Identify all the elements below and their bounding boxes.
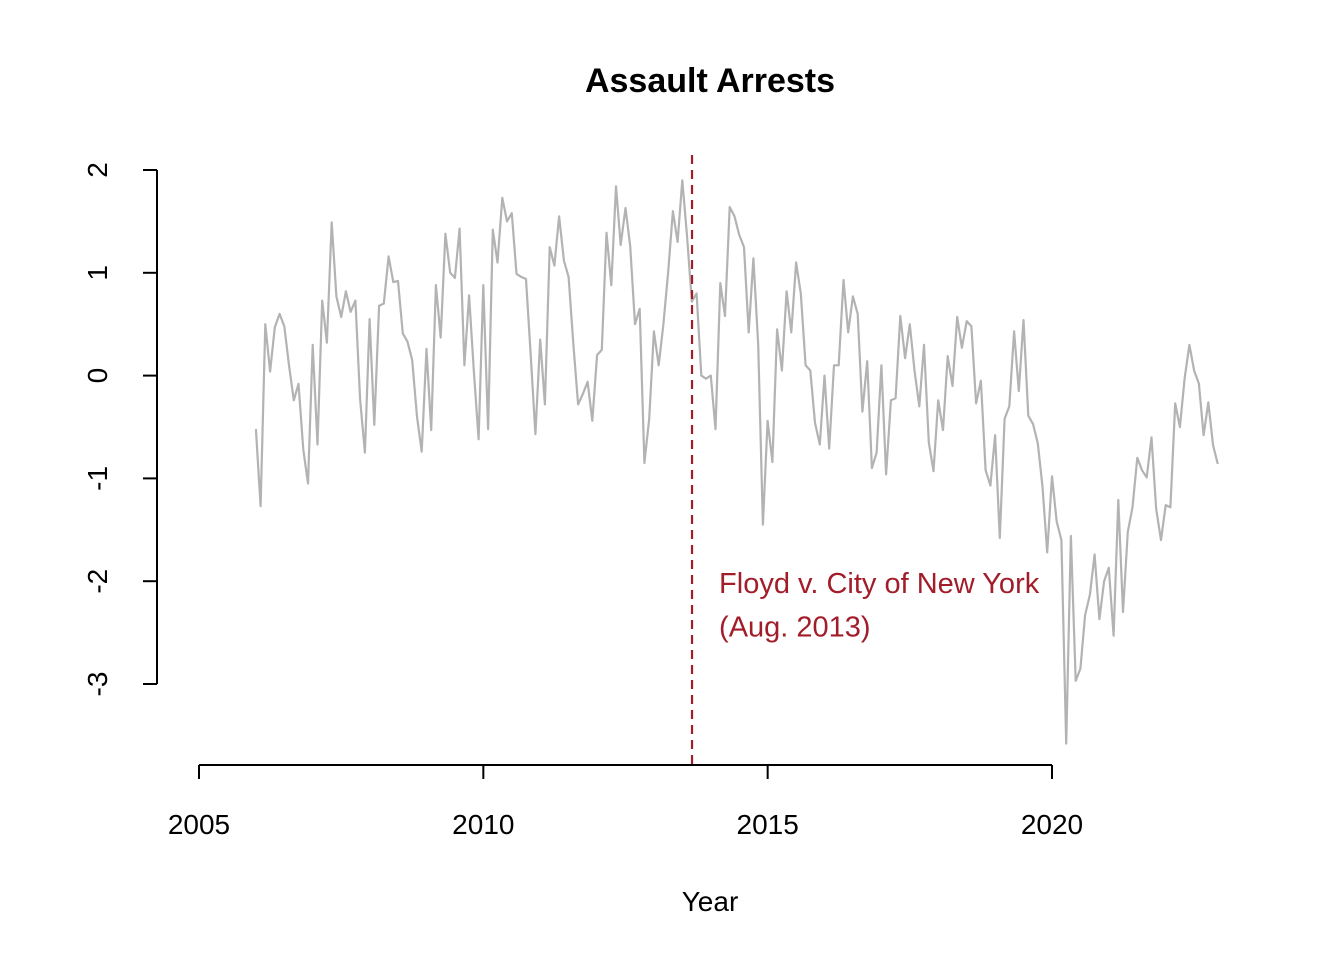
x-tick-label: 2020 [1021,809,1083,840]
y-tick-label: -2 [82,569,113,594]
y-tick-label: -1 [82,466,113,491]
y-tick-label: 1 [82,265,113,281]
y-tick-label: 2 [82,162,113,178]
event-annotation-line-2: (Aug. 2013) [719,611,871,643]
x-tick-label: 2015 [737,809,799,840]
chart-title: Assault Arrests [585,62,835,100]
x-axis-label: Year [682,886,739,917]
series-line [254,179,1219,745]
x-tick-label: 2005 [168,809,230,840]
event-annotation-line-1: Floyd v. City of New York [719,568,1040,600]
y-axis: -3 -2 -1 0 1 2 [82,162,158,697]
y-tick-label: 0 [82,368,113,384]
event-annotation: Floyd v. City of New York (Aug. 2013) [719,568,1047,643]
y-tick-label: -3 [82,672,113,697]
x-axis: 2005 2010 2015 2020 [168,764,1083,840]
x-tick-label: 2010 [452,809,514,840]
